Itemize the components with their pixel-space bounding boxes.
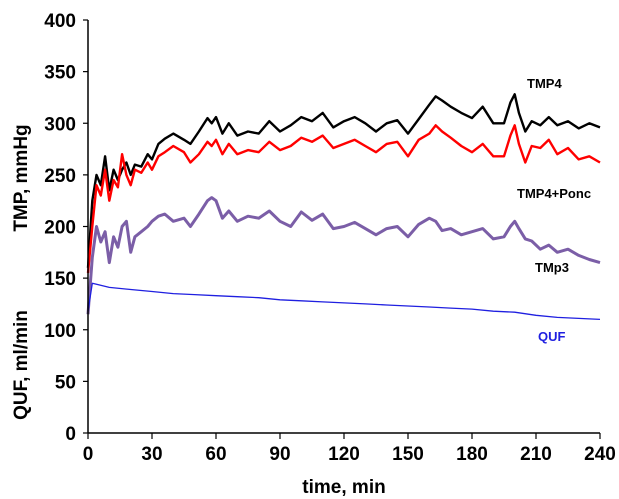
y-tick-label: 250 bbox=[44, 166, 76, 187]
x-tick-label: 90 bbox=[269, 444, 290, 465]
ticks-layer: 0 50 100 150 200 250 300 350 400 0 30 60 90 120 150 180… bbox=[44, 11, 616, 465]
y-tick-label: 100 bbox=[44, 321, 76, 342]
y-tick-label: 300 bbox=[44, 114, 76, 135]
x-tick-label: 210 bbox=[520, 444, 552, 465]
y-tick-label: 200 bbox=[44, 218, 76, 239]
series-label-tmp4: TMP4 bbox=[527, 76, 562, 91]
labels-layer: TMP4 TMP4+Ponc TMp3 QUF bbox=[517, 76, 591, 344]
y-axis-title-bottom: QUF, ml/min bbox=[11, 310, 32, 420]
series-label-quf: QUF bbox=[538, 329, 566, 344]
series-layer bbox=[86, 93, 601, 321]
x-tick-label: 0 bbox=[83, 444, 94, 465]
y-axis-title-top: TMP, mmHg bbox=[11, 124, 32, 231]
x-tick-label: 150 bbox=[392, 444, 424, 465]
series-label-tmp4-ponc: TMP4+Ponc bbox=[517, 186, 591, 201]
series-line-tmp4 bbox=[86, 93, 601, 268]
x-tick-label: 120 bbox=[328, 444, 360, 465]
x-tick-label: 30 bbox=[141, 444, 162, 465]
y-tick-label: 350 bbox=[44, 63, 76, 84]
y-tick-label: 400 bbox=[44, 11, 76, 32]
x-tick-label: 240 bbox=[584, 444, 616, 465]
x-tick-label: 180 bbox=[456, 444, 488, 465]
y-tick-label: 50 bbox=[55, 372, 76, 393]
series-line-tmp4-ponc bbox=[86, 124, 601, 274]
y-tick-label: 150 bbox=[44, 269, 76, 290]
y-tick-label: 0 bbox=[65, 424, 76, 445]
x-axis-title: time, min bbox=[302, 477, 385, 498]
series-line-tmp3 bbox=[86, 196, 601, 315]
series-line-quf bbox=[87, 282, 601, 321]
x-tick-label: 60 bbox=[205, 444, 226, 465]
series-label-tmp3: TMp3 bbox=[535, 260, 569, 275]
